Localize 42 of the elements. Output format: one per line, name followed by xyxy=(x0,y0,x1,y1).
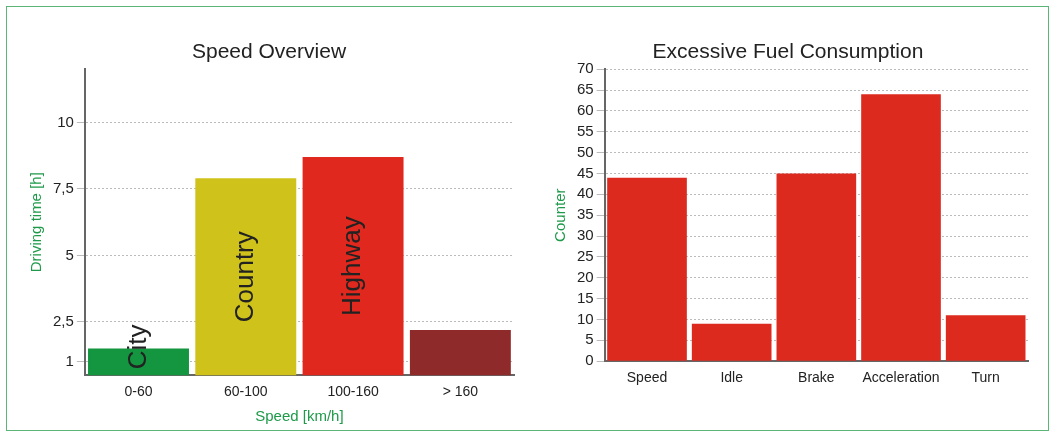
y-tick-label: 65 xyxy=(577,80,594,98)
x-tick-label: Speed xyxy=(626,369,668,386)
y-tick-label: 7,5 xyxy=(52,179,74,197)
chart-title: Speed Overview xyxy=(191,39,347,63)
y-tick-label: 10 xyxy=(577,309,594,327)
bar xyxy=(861,94,941,361)
y-tick-label: 35 xyxy=(577,205,594,223)
y-tick-label: 20 xyxy=(577,267,594,285)
y-tick-label: 2,5 xyxy=(52,312,74,330)
x-tick-label: 0-60 xyxy=(124,383,153,400)
y-tick-label: 1 xyxy=(65,352,74,370)
y-axis-title: Counter xyxy=(551,188,569,242)
y-tick-label: 70 xyxy=(577,59,594,77)
y-tick-label: 30 xyxy=(577,226,594,244)
y-tick-label: 5 xyxy=(65,245,74,263)
y-tick-label: 60 xyxy=(577,101,594,119)
bar xyxy=(607,177,687,361)
x-axis-title: Speed [km/h] xyxy=(255,407,344,425)
x-tick-label: Idle xyxy=(720,369,744,386)
y-tick-label: 40 xyxy=(577,184,594,202)
chart-title: Excessive Fuel Consumption xyxy=(652,39,924,63)
x-tick-label: Brake xyxy=(798,369,835,386)
y-tick-label: 10 xyxy=(57,112,74,130)
bar xyxy=(776,173,857,361)
y-tick-label: 45 xyxy=(577,163,594,181)
y-axis-title: Driving time [h] xyxy=(27,172,45,273)
y-tick-label: 15 xyxy=(577,288,594,306)
x-tick-label: Turn xyxy=(971,369,1000,386)
annotation: Country xyxy=(228,231,259,323)
x-tick-label: 100-160 xyxy=(327,383,379,400)
annotation: Highway xyxy=(336,216,367,316)
y-tick-label: 0 xyxy=(585,351,594,369)
x-tick-label: 60-100 xyxy=(223,383,268,400)
annotation: City xyxy=(121,324,152,370)
y-tick-label: 5 xyxy=(585,330,594,348)
bar xyxy=(945,315,1026,361)
x-tick-label: > 160 xyxy=(442,383,479,400)
x-tick-label: Acceleration xyxy=(862,369,940,386)
y-tick-label: 25 xyxy=(577,247,594,265)
bar xyxy=(691,323,772,361)
y-tick-label: 50 xyxy=(577,142,594,160)
y-tick-label: 55 xyxy=(577,121,594,139)
